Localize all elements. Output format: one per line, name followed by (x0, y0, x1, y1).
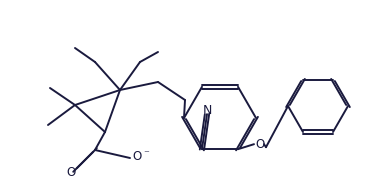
Text: O: O (255, 138, 264, 151)
Text: ⁻: ⁻ (143, 149, 149, 159)
Text: O: O (66, 165, 76, 178)
Text: O: O (132, 150, 142, 164)
Text: N: N (202, 104, 212, 117)
